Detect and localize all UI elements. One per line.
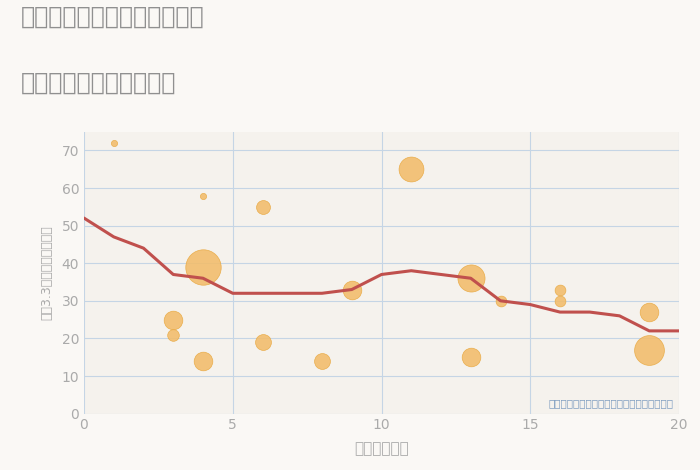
Point xyxy=(168,316,179,323)
Point xyxy=(554,286,566,293)
Point xyxy=(197,263,209,271)
Text: 駅距離別中古戸建て価格: 駅距離別中古戸建て価格 xyxy=(21,70,176,94)
Point xyxy=(316,357,328,365)
Point xyxy=(257,338,268,346)
Text: 千葉県夷隅郡大多喜町原内の: 千葉県夷隅郡大多喜町原内の xyxy=(21,5,204,29)
Point xyxy=(406,165,417,173)
X-axis label: 駅距離（分）: 駅距離（分） xyxy=(354,441,409,456)
Point xyxy=(644,346,655,353)
Point xyxy=(495,297,506,305)
Point xyxy=(346,286,357,293)
Point xyxy=(168,331,179,338)
Y-axis label: 坪（3.3㎡）単価（万円）: 坪（3.3㎡）単価（万円） xyxy=(40,225,53,320)
Point xyxy=(257,203,268,211)
Point xyxy=(197,192,209,199)
Point xyxy=(108,139,119,147)
Text: 円の大きさは、取引のあった物件面積を示す: 円の大きさは、取引のあった物件面積を示す xyxy=(548,398,673,408)
Point xyxy=(644,308,655,316)
Point xyxy=(465,274,476,282)
Point xyxy=(197,357,209,365)
Point xyxy=(465,353,476,361)
Point xyxy=(554,297,566,305)
